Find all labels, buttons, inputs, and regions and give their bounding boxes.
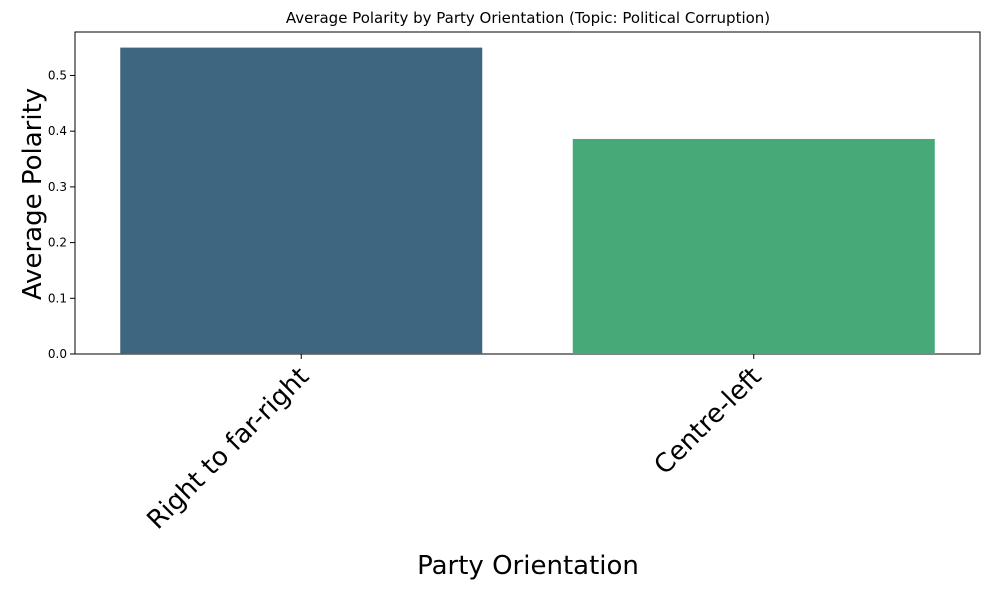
y-axis-title: Average Polarity	[18, 88, 48, 300]
bar-0	[120, 47, 483, 354]
y-tick-label-5: 0.5	[48, 68, 67, 82]
y-tick-label-2: 0.2	[48, 236, 67, 250]
y-tick-label-3: 0.3	[48, 180, 67, 194]
plot-area	[74, 31, 981, 355]
y-tick-label-1: 0.1	[48, 291, 67, 305]
x-axis: Right to far-right Centre-left	[141, 354, 768, 536]
x-tick-label-0: Right to far-right	[141, 362, 315, 536]
y-tick-label-0: 0.0	[48, 347, 67, 361]
y-axis: 0.0 0.1 0.2 0.3 0.4 0.5	[48, 68, 75, 361]
chart-title: Average Polarity by Party Orientation (T…	[286, 9, 770, 27]
x-tick-label-1: Centre-left	[649, 362, 768, 481]
y-tick-label-4: 0.4	[48, 124, 67, 138]
plot-frame	[74, 31, 981, 355]
bar-1	[572, 138, 935, 354]
bars-group	[120, 47, 935, 354]
x-axis-title: Party Orientation	[417, 551, 639, 581]
